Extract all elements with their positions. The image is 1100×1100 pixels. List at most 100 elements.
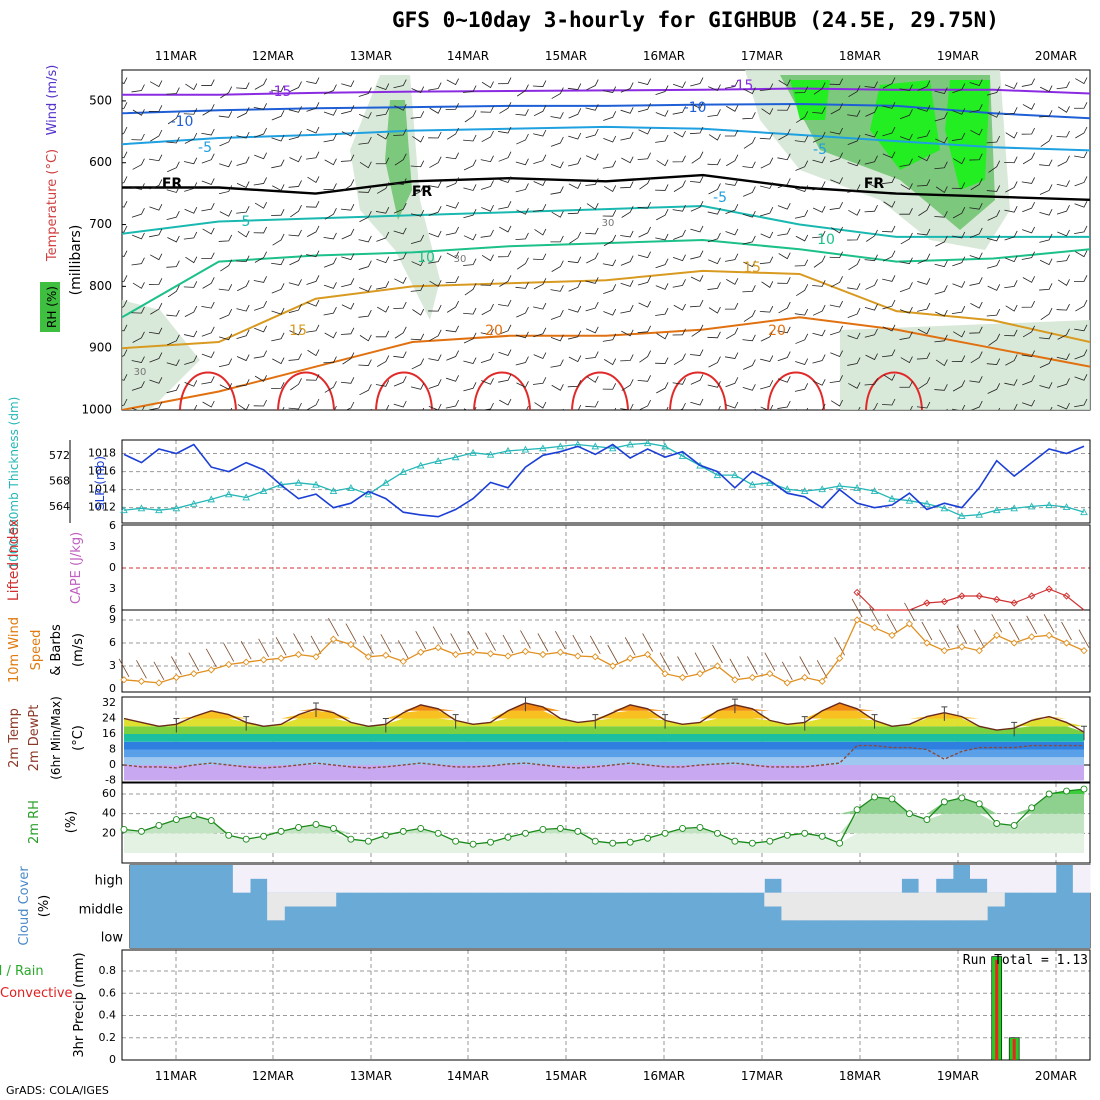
wind-barb	[122, 349, 128, 357]
wind-barb	[577, 404, 582, 410]
wind-barb	[202, 227, 215, 235]
wind-barb	[795, 185, 809, 192]
wind-barb	[446, 375, 459, 382]
wind-barb	[829, 127, 843, 135]
wind-barb	[621, 156, 634, 164]
wind-barb	[830, 226, 843, 234]
wind-barb	[166, 309, 180, 317]
wind-barb	[149, 253, 163, 261]
wind-barb	[499, 225, 512, 233]
rh-point	[155, 822, 163, 829]
wind-barb	[149, 377, 163, 384]
precip-tick-label: 0.8	[99, 964, 117, 977]
rh-point	[906, 810, 913, 818]
wind-barb	[917, 80, 931, 91]
wind-barb	[568, 182, 582, 189]
wind-barb	[358, 186, 372, 193]
wind-barb	[708, 257, 721, 265]
wind-barb	[1004, 82, 1018, 90]
cloud-cell	[250, 865, 268, 879]
wind-barb	[847, 233, 861, 241]
wind-barb	[463, 85, 477, 93]
wind-barb	[271, 332, 285, 342]
wind-barb	[760, 380, 774, 390]
rh-point	[783, 831, 791, 839]
wind-barb	[132, 158, 145, 170]
wind-speed-point	[190, 670, 198, 678]
wind-barb	[537, 633, 549, 652]
wind-speed-point	[137, 677, 146, 685]
wind-barb	[253, 276, 267, 283]
wind-barb	[987, 284, 1001, 291]
wind-barb	[1057, 229, 1070, 237]
wind-barb	[760, 404, 774, 410]
wind-barb	[969, 376, 983, 383]
wind-barb	[253, 177, 267, 186]
wind-barb	[1005, 304, 1018, 312]
wind-barb	[624, 637, 636, 656]
wind-speed-point	[242, 658, 250, 666]
wind-barb	[534, 401, 547, 409]
wind-barb	[1056, 180, 1070, 187]
wind-speed-point	[696, 670, 704, 678]
wind-speed-point	[731, 676, 739, 684]
wind-barb	[429, 329, 442, 342]
wind-barb	[725, 204, 739, 214]
date-label-bottom: 18MAR	[839, 1069, 881, 1083]
wind-barb	[1056, 254, 1070, 263]
wind-barb	[253, 103, 267, 110]
contour-label: 20	[485, 323, 503, 339]
cloud-cell	[952, 892, 971, 921]
wind-barb	[446, 202, 459, 209]
wind-barb	[498, 299, 512, 307]
rh-band	[124, 833, 1084, 853]
isotherm-warm-loop	[375, 371, 433, 410]
wind-barb	[446, 78, 459, 86]
wind-barb	[498, 126, 512, 134]
wind-barb	[446, 127, 459, 140]
wind-barb	[410, 383, 425, 390]
wind-barb	[747, 656, 758, 675]
wind-barb	[882, 349, 896, 358]
wind-barb	[272, 357, 285, 365]
wind-barb	[986, 135, 1001, 144]
wind-barb	[602, 383, 617, 390]
isotherm-line	[122, 316, 1090, 410]
pressure-tick-label: 800	[89, 279, 112, 293]
wind-barb	[865, 106, 878, 117]
wind-barb	[526, 405, 529, 410]
wind-barb	[254, 202, 267, 209]
wind-speed-point	[120, 676, 128, 684]
rh-point	[190, 812, 198, 820]
cloud-cell	[695, 865, 714, 893]
wind-speed-point	[312, 653, 320, 661]
temp-minmax-bar	[452, 714, 459, 729]
date-label-top: 16MAR	[643, 49, 685, 63]
wind-barb	[429, 156, 442, 168]
cloud-cell	[575, 865, 594, 893]
wind-barb	[708, 356, 721, 368]
page-title: GFS 0~10day 3-hourly for GIGHBUB (24.5E,…	[392, 8, 999, 32]
wind-barb	[201, 153, 215, 164]
wind-barb	[690, 275, 704, 282]
wind-barb	[666, 406, 669, 410]
wind-barb	[306, 299, 320, 307]
lifted-index-point	[1010, 599, 1018, 607]
wind-barb	[812, 107, 826, 114]
wind-barb	[323, 257, 337, 268]
wind-barb	[916, 228, 931, 236]
cloud-row-label: middle	[79, 903, 123, 918]
contour-label: 15	[743, 260, 761, 276]
wind-barb	[638, 127, 651, 135]
wind-barb	[1026, 615, 1037, 635]
cloud-cell	[678, 865, 697, 893]
cloud-cell	[901, 865, 920, 879]
rh-point	[225, 831, 233, 839]
wind-barb	[533, 179, 547, 186]
lifted-index-axis-label: Lifted Index	[6, 519, 22, 601]
wind-barb	[393, 227, 407, 235]
cloud-cell	[644, 865, 662, 893]
wind-barb	[917, 327, 931, 335]
temp-tick-label: 24	[102, 712, 116, 725]
date-label-top: 19MAR	[937, 49, 979, 63]
